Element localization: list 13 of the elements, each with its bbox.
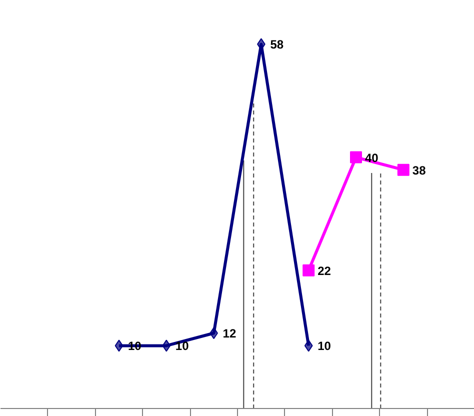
- point: [304, 340, 313, 352]
- point: [114, 340, 124, 352]
- point: [302, 264, 315, 276]
- data-label: 38: [412, 163, 426, 178]
- data-label: 10: [128, 339, 142, 354]
- point: [162, 340, 171, 352]
- data-label: 10: [175, 339, 190, 354]
- data-label: 58: [270, 38, 284, 52]
- point: [350, 151, 362, 164]
- data-label: 12: [222, 326, 236, 341]
- data-label: 22: [318, 264, 332, 278]
- data-label: 10: [318, 339, 332, 354]
- point: [397, 164, 410, 176]
